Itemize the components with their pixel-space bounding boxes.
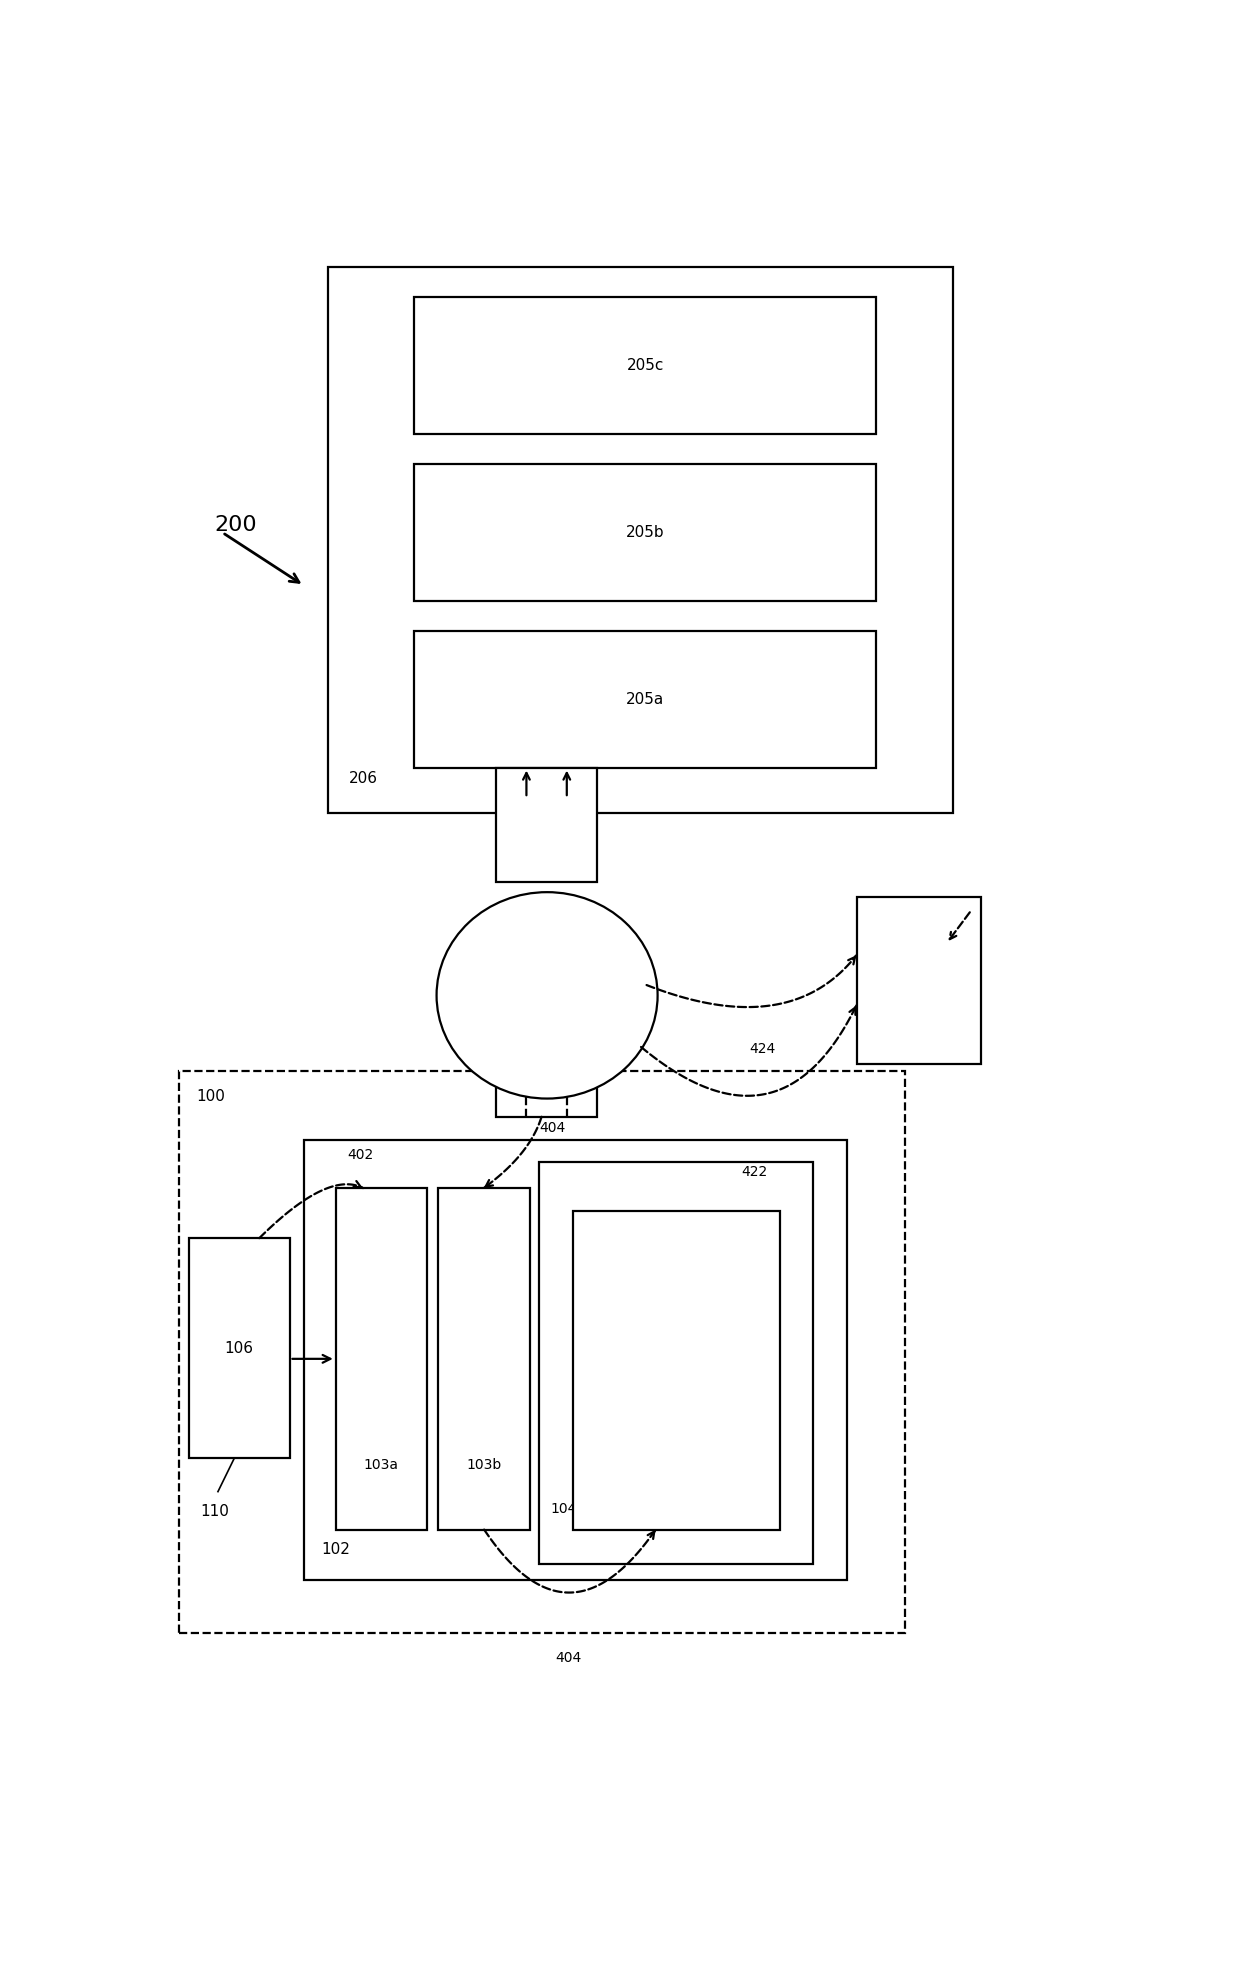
Text: 404: 404 (539, 1121, 565, 1135)
Text: 205c: 205c (626, 359, 663, 373)
Text: 422: 422 (742, 1165, 768, 1179)
Bar (496, 769, 596, 881)
Text: 402: 402 (347, 1149, 373, 1163)
Text: 206: 206 (350, 771, 378, 786)
Text: 104: 104 (551, 1502, 578, 1516)
Bar (414, 298, 875, 434)
Text: 103b: 103b (466, 1459, 502, 1472)
Bar (414, 465, 875, 601)
Bar (179, 1072, 904, 1632)
Text: 110: 110 (201, 1504, 229, 1520)
Text: 106: 106 (224, 1340, 254, 1356)
Text: 424: 424 (749, 1043, 775, 1056)
Text: 103a: 103a (363, 1459, 399, 1472)
Bar (439, 1189, 529, 1529)
Bar (304, 1139, 847, 1579)
Bar (336, 1189, 427, 1529)
Text: 205a: 205a (626, 692, 665, 708)
Text: 204: 204 (523, 987, 552, 1003)
Text: 404: 404 (556, 1652, 582, 1665)
Text: 100: 100 (196, 1090, 226, 1104)
Bar (573, 1210, 780, 1529)
Text: 202: 202 (532, 1053, 560, 1068)
Text: 200: 200 (215, 514, 257, 534)
Bar (539, 1163, 813, 1565)
Text: 103c: 103c (660, 1364, 693, 1378)
Text: 208: 208 (904, 972, 934, 987)
Text: 102: 102 (321, 1541, 350, 1557)
Bar (857, 897, 982, 1064)
Bar (496, 1003, 596, 1118)
Ellipse shape (436, 893, 657, 1098)
Bar (327, 266, 952, 814)
Bar (414, 631, 875, 767)
Text: 202: 202 (532, 818, 560, 832)
Bar (188, 1238, 290, 1459)
Text: 205b: 205b (626, 524, 665, 540)
